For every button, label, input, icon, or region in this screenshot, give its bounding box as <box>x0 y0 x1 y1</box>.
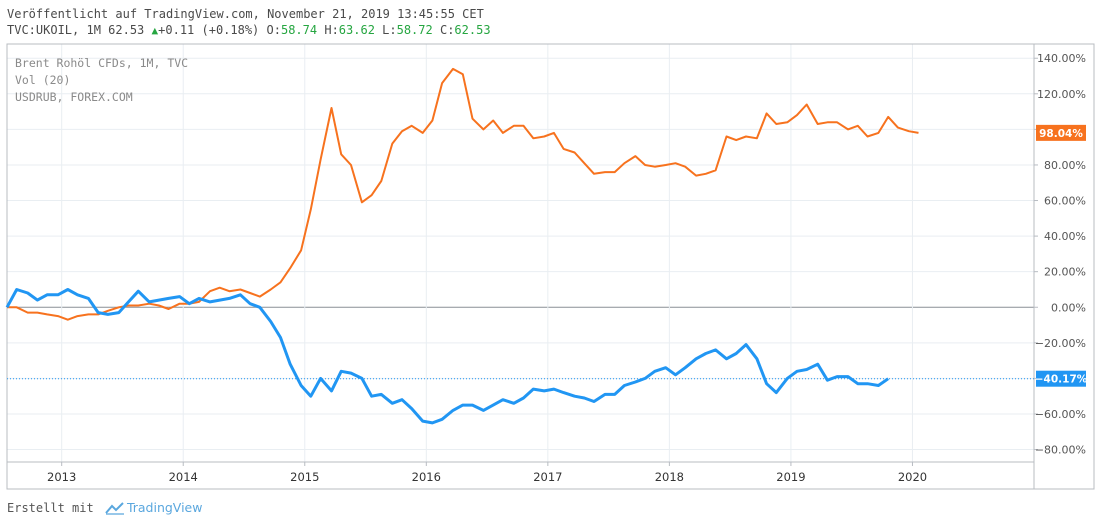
y-tick-label: −20.00% <box>1035 337 1086 350</box>
y-tick-label: 140.00% <box>1037 52 1086 65</box>
gridlines <box>7 44 1034 462</box>
last-value-label: 98.04% <box>1039 128 1083 140</box>
x-axis: 2013 2014 2015 2016 2017 2018 2019 2020 <box>47 462 927 484</box>
x-tick-label: 2017 <box>533 470 562 484</box>
y-tick-label: 0.00% <box>1051 301 1086 314</box>
y-tick-label: −60.00% <box>1035 408 1086 421</box>
x-tick-label: 2014 <box>169 470 198 484</box>
footer: Erstellt mit TradingView <box>7 500 202 518</box>
tradingview-brand-link[interactable]: TradingView <box>126 500 203 515</box>
y-tick-label: 20.00% <box>1044 266 1086 279</box>
x-tick-label: 2019 <box>776 470 805 484</box>
symbol-info: TVC:UKOIL, 1M 62.53 <box>7 23 145 37</box>
legend-brent[interactable]: Brent Rohöl CFDs, 1M, TVC <box>15 56 189 70</box>
y-tick-label: 80.00% <box>1044 159 1086 172</box>
y-tick-label: 120.00% <box>1037 88 1086 101</box>
open-value: 58.74 <box>280 23 318 37</box>
legend-usdrub[interactable]: USDRUB, FOREX.COM <box>15 90 133 104</box>
close-value: 62.53 <box>454 23 491 37</box>
y-axis: 140.00%120.00%100.00%80.00%60.00%40.00%2… <box>1034 52 1086 457</box>
legend-volume[interactable]: Vol (20) <box>15 73 71 87</box>
series-lines <box>5 67 919 425</box>
y-tick-label: −80.00% <box>1035 444 1086 457</box>
y-tick-label: 60.00% <box>1044 195 1086 208</box>
price-change: +0.11 (+0.18%) <box>158 23 260 37</box>
x-tick-label: 2020 <box>898 470 927 484</box>
tradingview-logo-icon[interactable] <box>105 502 125 518</box>
low-value: 58.72 <box>396 23 433 37</box>
symbol-header: TVC:UKOIL, 1M 62.53 ▲+0.11 (+0.18%) O:58… <box>7 23 491 37</box>
triangle-up-icon: ▲ <box>151 24 159 37</box>
high-label: H: <box>324 23 339 37</box>
last-value-badge <box>1036 370 1086 387</box>
chart-frame <box>6 43 1095 490</box>
x-tick-label: 2016 <box>412 470 441 484</box>
series-line-orange <box>7 67 919 321</box>
last-value-labels: 98.04% −40.17% <box>7 124 1088 387</box>
close-label: C: <box>439 23 455 37</box>
series-line-blue <box>5 288 890 425</box>
high-value: 63.62 <box>338 23 375 37</box>
x-tick-label: 2015 <box>290 470 319 484</box>
x-tick-label: 2018 <box>655 470 684 484</box>
last-value-badge <box>1036 124 1086 141</box>
published-header: Veröffentlicht auf TradingView.com, Nove… <box>7 7 484 21</box>
x-tick-label: 2013 <box>47 470 76 484</box>
open-label: O: <box>266 23 281 37</box>
low-label: L: <box>382 23 397 37</box>
y-tick-label: 40.00% <box>1044 230 1086 243</box>
created-with-text: Erstellt mit <box>7 501 94 515</box>
last-value-label: −40.17% <box>1035 374 1088 386</box>
